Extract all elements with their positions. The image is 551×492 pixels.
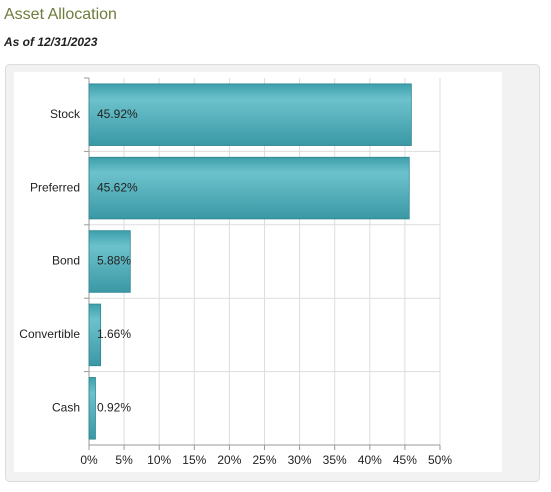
x-tick-label: 10% xyxy=(147,453,171,467)
x-tick-label: 5% xyxy=(115,453,133,467)
x-tick-label: 35% xyxy=(323,453,347,467)
x-tick-label: 50% xyxy=(428,453,452,467)
data-label: 1.66% xyxy=(97,327,131,341)
x-tick-label: 30% xyxy=(288,453,312,467)
chart-title: Asset Allocation xyxy=(4,6,117,23)
data-label: 45.92% xyxy=(97,107,138,121)
y-tick-label: Cash xyxy=(52,400,80,414)
y-tick-label: Stock xyxy=(50,107,81,121)
bar xyxy=(88,303,102,367)
y-tick-label: Convertible xyxy=(19,327,80,341)
x-tick-label: 45% xyxy=(393,453,417,467)
bar xyxy=(88,156,410,220)
x-tick-label: 0% xyxy=(80,453,98,467)
bar xyxy=(88,377,96,440)
x-tick-label: 40% xyxy=(358,453,382,467)
x-tick-label: 20% xyxy=(217,453,241,467)
x-tick-label: 15% xyxy=(182,453,206,467)
y-tick-label: Bond xyxy=(52,254,80,268)
data-label: 5.88% xyxy=(97,254,131,268)
bar xyxy=(88,230,131,293)
x-tick-label: 25% xyxy=(252,453,276,467)
bar xyxy=(88,83,412,146)
data-label: 0.92% xyxy=(97,400,131,414)
data-label: 45.62% xyxy=(97,180,138,194)
chart-subtitle: As of 12/31/2023 xyxy=(3,35,98,49)
y-tick-label: Preferred xyxy=(30,180,80,194)
